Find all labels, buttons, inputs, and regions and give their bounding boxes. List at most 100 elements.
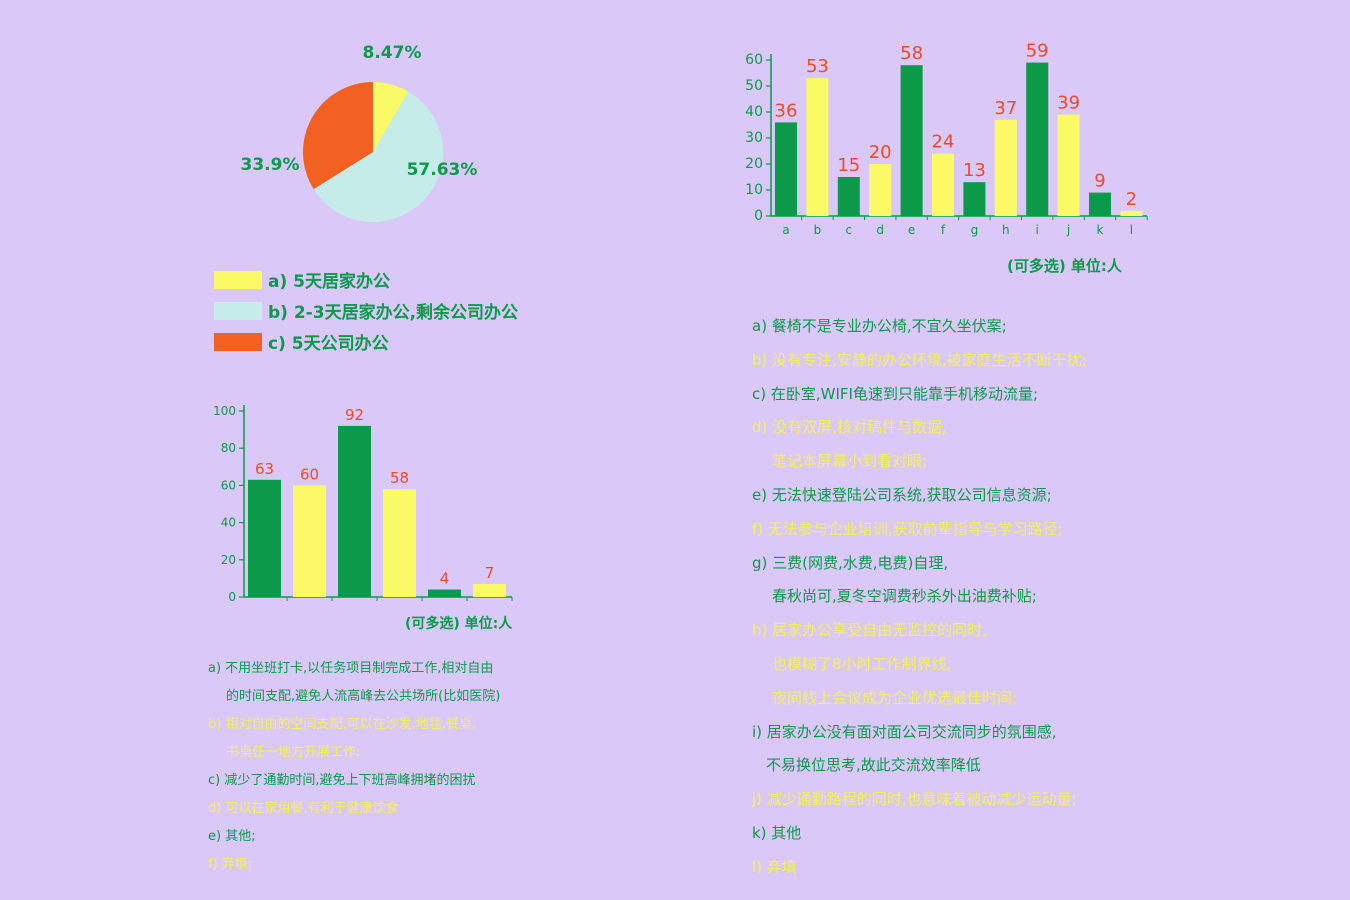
bar2-bar-k (1089, 192, 1111, 216)
note-line: 笔记本屏幕小到看对眼; (772, 452, 928, 471)
note-line: 的时间支配,避免人流高峰去公共场所(比如医院) (226, 689, 501, 704)
bar-chart-disadvantages-unit-note: (可多选) 单位:人 (1007, 257, 1122, 275)
note-line: a) 不用坐班打卡,以任务项目制完成工作,相对自由 (208, 661, 494, 676)
bar2-value-label-e: 58 (900, 43, 923, 64)
pie-legend: a) 5天居家办公 b) 2-3天居家办公,剩余公司办公 c) 5天公司办公 (214, 264, 518, 357)
advantages-notes-list: a) 不用坐班打卡,以任务项目制完成工作,相对自由的时间支配,避免人流高峰去公共… (208, 655, 500, 879)
pie-slice-c (303, 82, 373, 190)
pie-chart: 8.47% 57.63% 33.9% (241, 43, 478, 223)
bar2-y-tick-label: 10 (745, 182, 763, 198)
bar1-bar-c (338, 425, 371, 597)
bar-chart-disadvantages: 0 10 20 30 40 50 60 36 a 53 b 15 c 20 d 58 e 24 f 13 g 37 h 59 i… (745, 41, 1148, 237)
bar2-bar-c (837, 177, 860, 216)
bar1-y-tick-label: 20 (221, 553, 236, 567)
bar2-value-label-i: 59 (1026, 41, 1049, 62)
legend-swatch (214, 332, 262, 351)
bar1-y-tick-label: 60 (221, 478, 236, 492)
pie-value-label-a: 8.47% (363, 43, 422, 63)
bar1-y-tick-label: 80 (221, 441, 236, 455)
note-line: h) 居家办公享受自由无监控的同时, (752, 621, 987, 640)
legend-item: a) 5天居家办公 (214, 264, 518, 295)
bar2-category-label-j: j (1066, 223, 1070, 237)
legend-swatch (214, 301, 262, 320)
bar2-bar-f (932, 153, 954, 216)
note-line: d) 可以在家用餐,有利于健康饮食 (208, 801, 399, 816)
bar2-y-tick-label: 40 (745, 104, 763, 120)
bar2-value-label-k: 9 (1094, 171, 1105, 192)
bar2-category-label-g: g (971, 223, 979, 237)
bar2-bar-d (869, 164, 892, 216)
note-line: i) 居家办公没有面对面公司交流同步的氛围感, (752, 722, 1057, 741)
note-line: e) 其他; (208, 829, 256, 844)
note-line: k) 其他 (752, 823, 802, 842)
note-line: f) 无法参与企业培训,获取前辈指导与学习路径; (752, 519, 1063, 538)
bar1-y-tick-label: 40 (221, 516, 236, 530)
bar1-bar-b (293, 485, 326, 597)
bar1-y-tick-label: 0 (228, 590, 236, 604)
bar2-value-label-l: 2 (1126, 189, 1137, 210)
bar2-bar-j (1057, 114, 1080, 216)
bar2-category-label-l: l (1130, 223, 1133, 237)
note-line: b) 相对自由的空间支配,可以在沙发,地毯,餐桌, (208, 717, 476, 732)
legend-label: c) 5天公司办公 (268, 334, 389, 354)
bar2-value-label-d: 20 (869, 142, 892, 163)
bar2-bar-l (1120, 210, 1143, 216)
note-line: c) 在卧室,WIFI龟速到只能靠手机移动流量; (752, 384, 1038, 403)
bar1-bar-d (383, 489, 416, 597)
pie-value-label-c: 33.9% (241, 155, 300, 175)
legend-item: b) 2-3天居家办公,剩余公司办公 (214, 295, 518, 326)
bar2-value-label-c: 15 (837, 155, 860, 176)
bar-chart-advantages-unit-note: (可多选) 单位:人 (405, 616, 513, 632)
bar2-category-label-h: h (1002, 223, 1010, 237)
legend-item: c) 5天公司办公 (214, 326, 518, 357)
note-line: 书桌任一地方开展工作; (226, 745, 361, 760)
bar1-bar-a (248, 479, 281, 597)
note-line: c) 减少了通勤时间,避免上下班高峰拥堵的困扰 (208, 773, 476, 788)
bar2-bar-e (900, 65, 923, 216)
bar2-bar-b (806, 78, 829, 216)
bar1-value-label-c: 92 (345, 406, 364, 424)
note-line: 夜间线上会议成为企业优选最佳时间; (772, 688, 1018, 707)
bar2-value-label-f: 24 (932, 132, 955, 153)
legend-swatch (214, 270, 262, 289)
bar2-bar-i (1026, 62, 1049, 216)
bar2-y-tick-label: 60 (745, 52, 763, 68)
bar2-category-label-a: a (782, 223, 789, 237)
note-line: b) 没有专注,安静的办公环境,被家庭生活不断干扰; (752, 350, 1087, 369)
bar1-value-label-e: 4 (440, 570, 450, 588)
note-line: g) 三费(网费,水费,电费)自理, (752, 553, 949, 572)
bar2-category-label-c: c (845, 223, 852, 237)
note-line: d) 没有双屏,核对稿件与数据, (752, 418, 947, 437)
bar2-bar-a (775, 122, 797, 216)
note-line: f) 弃填; (208, 857, 253, 872)
bar2-category-label-f: f (941, 223, 946, 237)
bar1-value-label-d: 58 (390, 469, 409, 487)
note-line: l) 弃填 (752, 857, 797, 876)
bar2-y-tick-label: 20 (745, 156, 763, 172)
note-line: e) 无法快速登陆公司系统,获取公司信息资源; (752, 485, 1052, 504)
bar1-y-tick-label: 100 (213, 404, 236, 418)
bar2-value-label-g: 13 (963, 160, 986, 181)
bar1-value-label-b: 60 (300, 465, 319, 483)
bar2-category-label-k: k (1097, 223, 1104, 237)
bar1-bar-f (473, 583, 506, 597)
bar2-bar-h (994, 119, 1017, 216)
note-line: 不易换位思考,故此交流效率降低 (766, 756, 981, 775)
bar2-category-label-d: d (876, 223, 884, 237)
bar2-y-tick-label: 0 (754, 208, 763, 224)
bar2-y-tick-label: 50 (745, 78, 763, 94)
bar-chart-advantages: 0 20 40 60 80 100 63 60 92 58 4 7 (213, 404, 513, 604)
pie-slice-b (313, 91, 443, 223)
bar2-value-label-a: 36 (775, 100, 798, 121)
bar2-category-label-e: e (908, 223, 915, 237)
disadvantages-notes-list: a) 餐椅不是专业办公椅,不宜久坐伏案; b) 没有专注,安静的办公环境,被家庭生… (752, 310, 1087, 885)
bar2-bar-g (963, 182, 986, 216)
note-line: 春秋尚可,夏冬空调费秒杀外出油费补贴; (772, 587, 1037, 606)
legend-label: b) 2-3天居家办公,剩余公司办公 (268, 303, 519, 323)
note-line: a) 餐椅不是专业办公椅,不宜久坐伏案; (752, 317, 1007, 335)
pie-value-label-b: 57.63% (407, 160, 478, 180)
bar2-value-label-h: 37 (994, 98, 1017, 119)
legend-label: a) 5天居家办公 (268, 272, 390, 292)
bar2-category-label-b: b (814, 223, 822, 237)
bar1-bar-e (428, 589, 461, 597)
